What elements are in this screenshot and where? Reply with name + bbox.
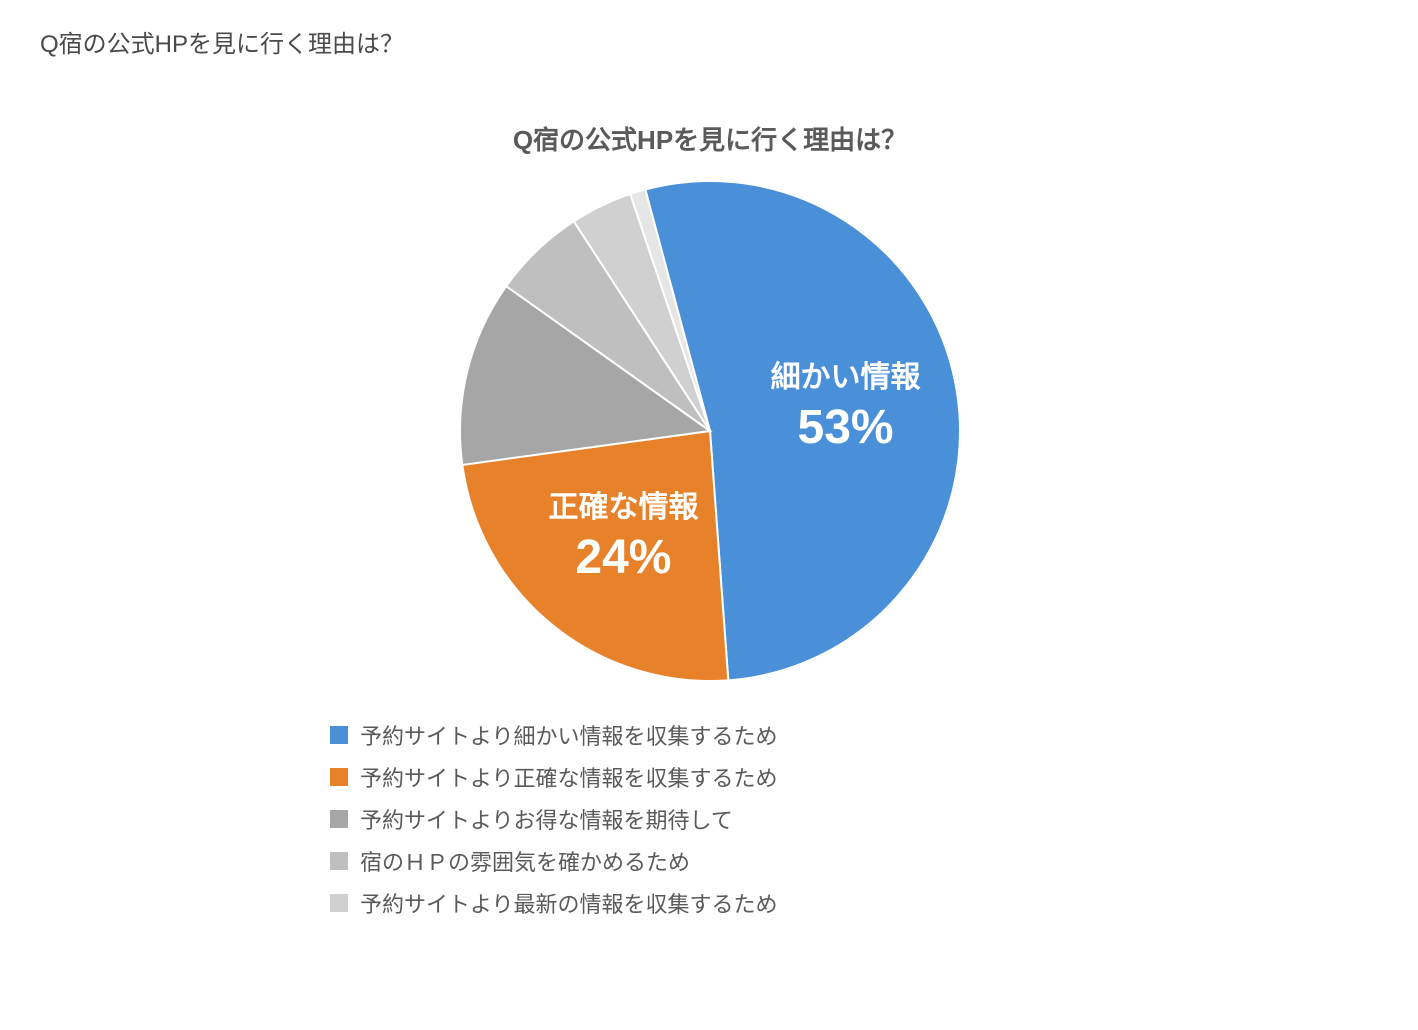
legend-item-deals: 予約サイトよりお得な情報を期待して (330, 803, 1090, 835)
legend-swatch-icon (330, 768, 348, 786)
page-root: Q宿の公式HPを見に行く理由は？ Q宿の公式HPを見に行く理由は？ 細かい情報5… (0, 0, 1418, 1030)
legend-text: 予約サイトより細かい情報を収集するため (360, 719, 1090, 751)
legend-swatch-icon (330, 852, 348, 870)
legend-swatch-icon (330, 810, 348, 828)
pie-chart: 細かい情報53%正確な情報24% (450, 171, 970, 691)
legend-text: 宿のＨＰの雰囲気を確かめるため (360, 845, 1090, 877)
legend-text: 予約サイトより正確な情報を収集するため (360, 761, 1090, 793)
pie-slice-accurate (462, 431, 728, 681)
pie-svg (450, 171, 970, 691)
legend-item-atmos: 宿のＨＰの雰囲気を確かめるため (330, 845, 1090, 877)
chart-legend: 予約サイトより細かい情報を収集するため予約サイトより正確な情報を収集するため予約… (330, 719, 1090, 919)
legend-swatch-icon (330, 726, 348, 744)
legend-item-accurate: 予約サイトより正確な情報を収集するため (330, 761, 1090, 793)
legend-swatch-icon (330, 894, 348, 912)
legend-text: 予約サイトより最新の情報を収集するため (360, 887, 1090, 919)
page-heading: Q宿の公式HPを見に行く理由は？ (40, 24, 404, 59)
legend-item-detailed: 予約サイトより細かい情報を収集するため (330, 719, 1090, 751)
legend-text: 予約サイトよりお得な情報を期待して (360, 803, 1090, 835)
pie-chart-container: Q宿の公式HPを見に行く理由は？ 細かい情報53%正確な情報24% 予約サイトよ… (330, 120, 1090, 929)
legend-item-latest: 予約サイトより最新の情報を収集するため (330, 887, 1090, 919)
chart-title: Q宿の公式HPを見に行く理由は？ (330, 120, 1090, 157)
